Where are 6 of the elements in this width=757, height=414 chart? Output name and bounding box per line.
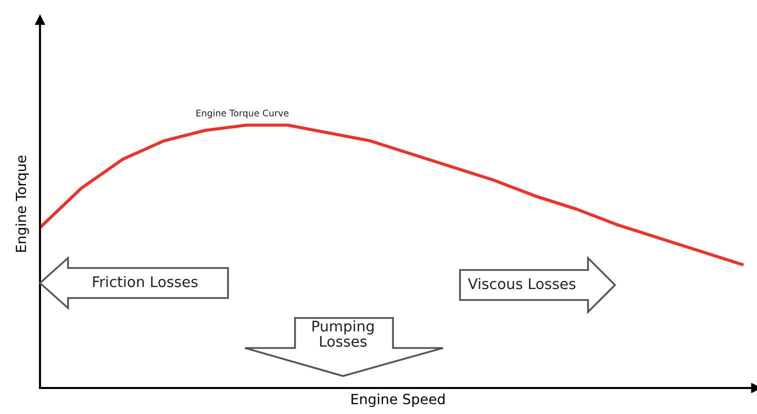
annotation: Friction Losses [93,276,198,288]
y-axis-title: Engine Torque [15,156,29,252]
annotation: Pumping Losses [312,320,374,347]
x-axis-title: Engine Speed [352,394,445,407]
annotation: Viscous Losses [468,278,576,290]
series-label: Engine Torque Curve [196,109,288,118]
